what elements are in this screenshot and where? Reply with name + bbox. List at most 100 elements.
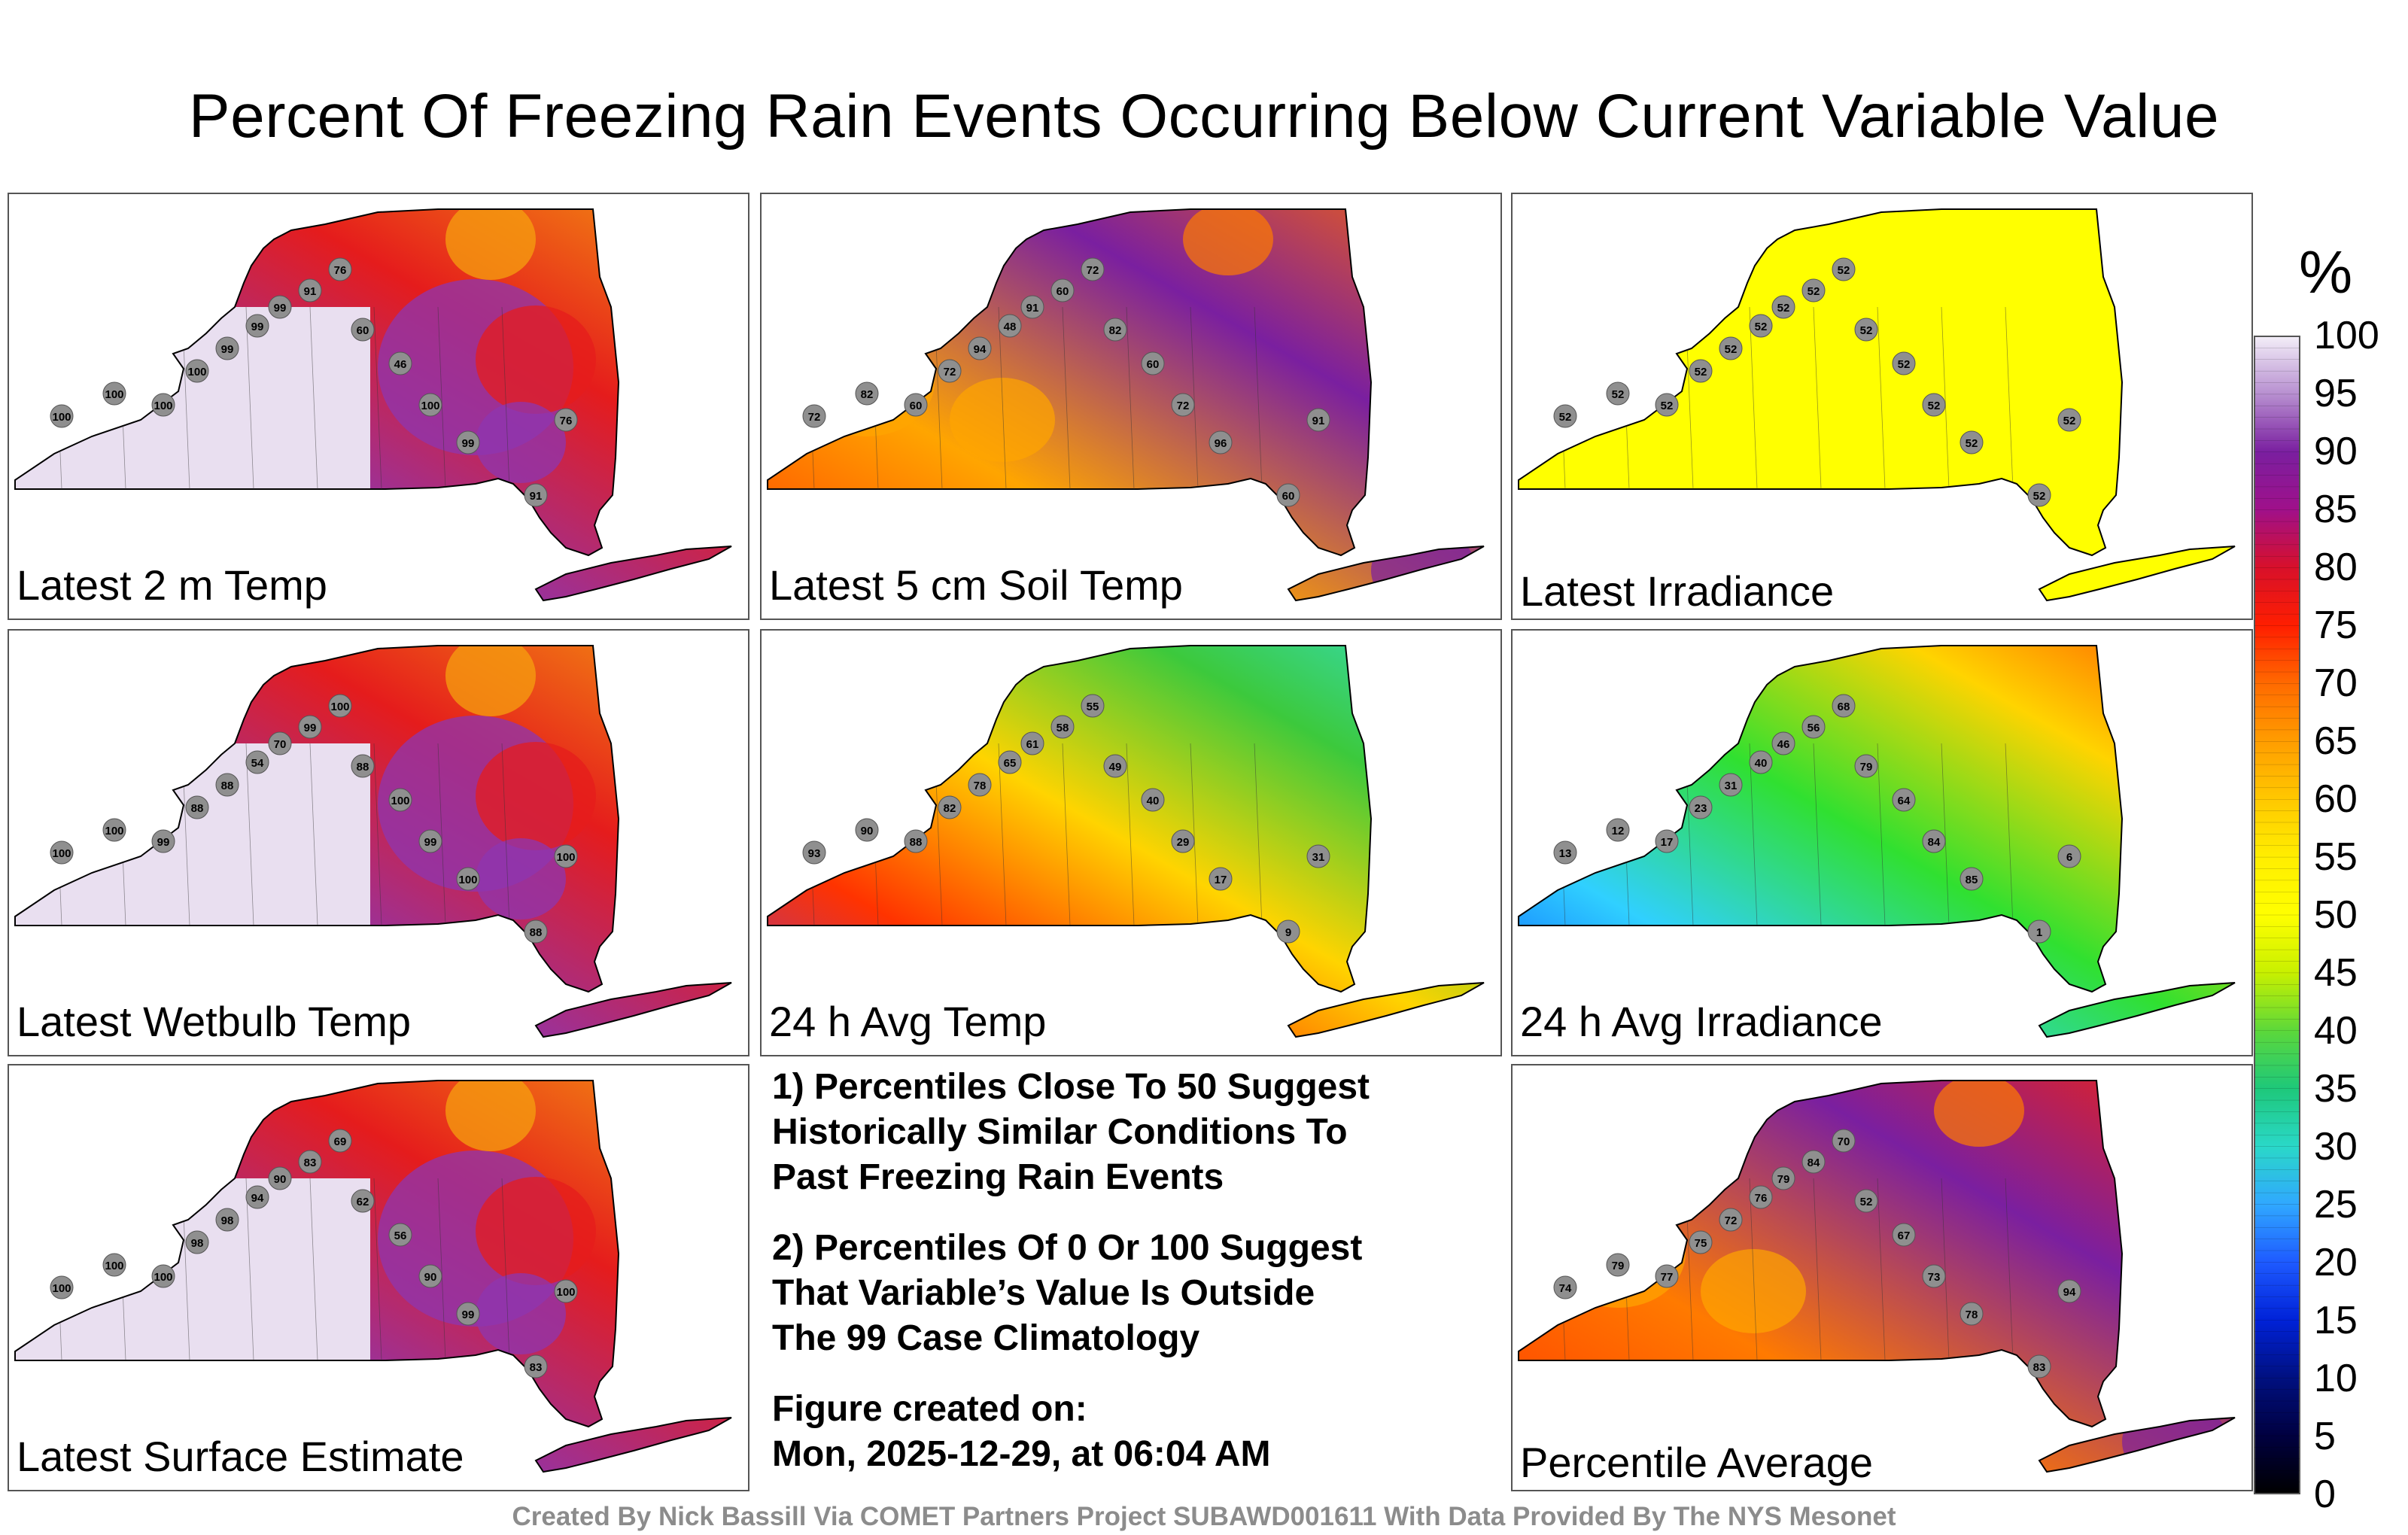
county-line: [437, 1178, 446, 1361]
station-value: 72: [944, 366, 956, 378]
station-value: 100: [154, 400, 172, 412]
station-marker: [1689, 795, 1713, 819]
station-value: 100: [458, 874, 477, 886]
panel-label: Percentile Average: [1520, 1439, 1874, 1486]
station-marker: [268, 1166, 292, 1190]
station-value: 98: [191, 1237, 204, 1250]
station-marker: [1892, 351, 1916, 375]
station-value: 93: [808, 847, 821, 860]
county-line: [2005, 743, 2014, 926]
station-value: 83: [530, 1361, 543, 1374]
station-value: 99: [462, 437, 475, 450]
station-value: 99: [251, 321, 264, 333]
station-marker: [1141, 351, 1165, 375]
station-marker: [1209, 430, 1233, 454]
station-value: 91: [530, 490, 543, 503]
station-value: 65: [1004, 757, 1017, 770]
station-value: 52: [1966, 437, 1978, 450]
colorbar-gradient: [2254, 336, 2300, 1494]
state-outline: [767, 645, 1373, 993]
station-marker: [554, 1279, 578, 1303]
station-marker: [1276, 483, 1300, 507]
station-marker: [268, 295, 292, 319]
station-value: 99: [274, 302, 287, 315]
station-marker: [1553, 1275, 1577, 1299]
station-marker: [1655, 1264, 1679, 1288]
station-value: 100: [330, 701, 349, 713]
station-marker: [1960, 1302, 1984, 1326]
station-value: 79: [1612, 1260, 1625, 1272]
station-value: 12: [1612, 825, 1625, 837]
station-marker: [151, 393, 175, 417]
county-line: [501, 1178, 510, 1361]
county-line: [309, 306, 318, 490]
map-fill: [15, 209, 731, 600]
map-blob: [1934, 1081, 2024, 1147]
station-marker: [1719, 773, 1743, 797]
station-marker: [298, 278, 322, 302]
station-marker: [1606, 381, 1630, 406]
station-value: 77: [1661, 1271, 1674, 1284]
colorbar-tick: 80: [2314, 546, 2358, 589]
colorbar-tick: 25: [2314, 1183, 2358, 1226]
station-value: 82: [861, 388, 874, 401]
map-blob: [2122, 1400, 2227, 1472]
map-panel-irradiance: 52 52 52 52 52 52 52 52 52 52 52 52 52 52 52 Latest Ir…: [1511, 193, 2253, 620]
state-outline: [1518, 1080, 2124, 1428]
station-marker: [938, 795, 962, 819]
map-blob: [476, 1273, 566, 1354]
county-line: [1749, 1178, 1758, 1361]
station-marker: [1606, 1253, 1630, 1277]
station-value: 100: [52, 847, 71, 860]
colorbar-tick: 60: [2314, 777, 2358, 821]
station-value: 100: [105, 825, 123, 837]
colorbar-tick: 10: [2314, 1357, 2358, 1400]
station-value: 46: [1777, 738, 1790, 751]
station-marker: [1081, 257, 1105, 281]
station-value: 54: [251, 757, 264, 770]
station-value: 98: [221, 1214, 234, 1227]
station-value: 79: [1860, 761, 1873, 774]
station-marker: [50, 840, 74, 865]
station-marker: [1854, 754, 1878, 778]
county-line: [2005, 1178, 2014, 1361]
map-panel-surface-estimate: 100 100 100 98 98 94 90 83 69 62 56 90 99 83 100 Lates…: [8, 1064, 749, 1491]
station-value: 90: [424, 1271, 437, 1284]
map-blob: [1183, 209, 1273, 275]
ny-map: 100 100 99 88 88 54 70 99 100 88 100 99 100 88 100: [14, 645, 732, 1038]
station-value: 52: [1612, 388, 1625, 401]
station-marker: [1749, 1185, 1773, 1209]
station-marker: [1103, 318, 1127, 342]
station-marker: [968, 336, 992, 360]
station-marker: [1081, 694, 1105, 718]
station-marker: [998, 314, 1022, 338]
panel-label: Latest Irradiance: [1520, 567, 1835, 615]
station-value: 52: [2063, 415, 2076, 427]
station-marker: [524, 483, 548, 507]
station-marker: [904, 393, 928, 417]
station-marker: [1771, 731, 1795, 755]
county-line: [2005, 306, 2014, 490]
station-value: 90: [274, 1173, 287, 1186]
panel-label: Latest 5 cm Soil Temp: [769, 561, 1183, 609]
station-marker: [1141, 788, 1165, 812]
map-panel-soil-temp: 72 82 60 72 94 48 91 60 72 82 60 72 96 60 91 Latest 5 …: [760, 193, 1502, 620]
station-value: 88: [221, 780, 234, 792]
station-marker: [328, 694, 352, 718]
station-value: 99: [424, 836, 437, 849]
station-value: 76: [560, 415, 573, 427]
station-marker: [524, 1354, 548, 1378]
station-marker: [1832, 1129, 1856, 1153]
map-blob: [950, 378, 1055, 462]
map-blob: [476, 838, 566, 919]
county-line: [245, 306, 254, 490]
county-line: [1126, 743, 1135, 926]
station-marker: [1020, 295, 1044, 319]
colorbar-tick: 85: [2314, 488, 2358, 531]
station-value: 100: [421, 400, 439, 412]
county-line: [501, 743, 510, 926]
map-fill: [768, 646, 1484, 1037]
station-marker: [298, 1150, 322, 1174]
station-value: 52: [1777, 302, 1790, 315]
county-line: [1062, 743, 1071, 926]
